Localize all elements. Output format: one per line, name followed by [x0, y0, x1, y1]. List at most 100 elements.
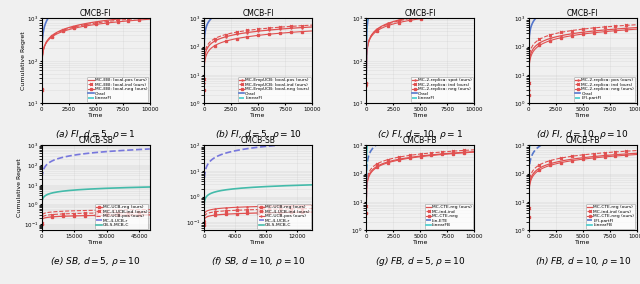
- MC-EmpUCB: local-pos (ours): (34.4, 29.3): local-pos (ours): (34.4, 29.3): [200, 60, 208, 63]
- MC-UCB-pos (ours): [102, 208, 109, 212]
- MC-4-UCB-ind (ours): [308, 207, 316, 210]
- MC-4-UCB-r: [38, 203, 45, 206]
- MC-EBI: local-neg (ours): (34.4, 93.9): local-neg (ours): (34.4, 93.9): [38, 60, 46, 64]
- X-axis label: Time: Time: [413, 240, 428, 245]
- Title: CMCB-FI: CMCB-FI: [404, 9, 436, 18]
- MC-4-UCB-ind (ours): [102, 211, 109, 215]
- Legend: MC-EBI: local-pos (ours), MC-EBI: local-ind (ours), MC-EBI: local-neg (ours), Or: MC-EBI: local-pos (ours), MC-EBI: local-…: [87, 77, 148, 102]
- MC-EmpUCB: local-pos (ours): (8.43e+03, 459): local-pos (ours): (8.43e+03, 459): [291, 26, 299, 30]
- LFI-partFI: [525, 171, 532, 174]
- LinearFB: [589, 107, 596, 110]
- Line: MC-2-replica: ind (ours): MC-2-replica: ind (ours): [527, 23, 638, 85]
- X-axis label: Time: Time: [88, 113, 104, 118]
- Line: LinearFI: LinearFI: [42, 0, 150, 65]
- MC-4-UCB-r: [298, 142, 306, 145]
- MC-UCB-reg (ours): [102, 214, 109, 217]
- Lin-ETE: [427, 129, 435, 133]
- MC-CTE-neg: [470, 151, 478, 154]
- MC-2-replica: ind (ours): (5.92e+03, 1.17e+03): ind (ours): (5.92e+03, 1.17e+03): [426, 14, 434, 17]
- MC-4-UCB-r: [200, 203, 208, 206]
- MC-2-replica: neg (ours): (6.12e+03, 1.07e+03): neg (ours): (6.12e+03, 1.07e+03): [429, 16, 436, 19]
- MC-EBI: local-ind (ours): (34.4, 91.6): local-ind (ours): (34.4, 91.6): [38, 61, 46, 64]
- LinearFI: [38, 63, 45, 66]
- CB-S-MCB-C: [308, 183, 316, 187]
- MC-CTE-neg: [363, 188, 371, 191]
- Line: MC-CTE-neg (ours): MC-CTE-neg (ours): [527, 153, 638, 218]
- Lin-ETE: [429, 129, 436, 132]
- Text: (a) FI, $d = 5$, $\rho = 1$: (a) FI, $d = 5$, $\rho = 1$: [55, 128, 136, 141]
- Title: CMCB-SB: CMCB-SB: [241, 136, 275, 145]
- MC-EmpUCB: local-neg (ours): (34.4, 18.9): local-neg (ours): (34.4, 18.9): [200, 65, 208, 69]
- OracI: [38, 45, 46, 49]
- MC-4-UCB-ind (ours): [298, 207, 306, 210]
- Line: OracI: OracI: [42, 0, 150, 83]
- Line: MC-EmpUCB: local-pos (ours): MC-EmpUCB: local-pos (ours): [202, 26, 314, 85]
- MC-EmpUCB: local-neg (ours): (1, 3): local-neg (ours): (1, 3): [200, 88, 208, 91]
- MC-EBI: local-pos (ours): (5.95e+03, 899): local-pos (ours): (5.95e+03, 899): [102, 19, 110, 22]
- MC-EmpUCB: local-ind (ours): (9.06e+03, 555): local-ind (ours): (9.06e+03, 555): [298, 24, 306, 27]
- Line: OracI: OracI: [529, 0, 637, 70]
- LFI-partFI: [525, 198, 532, 201]
- MC-EBI: local-ind (ours): (5.92e+03, 838): local-ind (ours): (5.92e+03, 838): [102, 20, 109, 23]
- MC-EmpUCB: local-ind (ours): (1, 7): local-ind (ours): (1, 7): [200, 78, 208, 81]
- MC-UCB-reg (ours): [308, 210, 316, 214]
- MC-2-replica: pos (ours): (9.06e+03, 450): pos (ours): (9.06e+03, 450): [623, 26, 630, 30]
- MC-ind-ind: [470, 148, 478, 151]
- MC-CTE-neg (ours): [591, 156, 598, 160]
- MC-2-replica: neg (ours): (1e+04, 1.31e+03): neg (ours): (1e+04, 1.31e+03): [470, 12, 478, 15]
- MC-UCB-pos (ours): [104, 208, 111, 212]
- LinearFB: [426, 106, 434, 110]
- Title: CMCB-FI: CMCB-FI: [567, 9, 598, 18]
- MC-UCB-reg (ours): [129, 213, 137, 217]
- MC-UCB-reg (ours): [146, 213, 154, 217]
- Y-axis label: Cumulative Regret: Cumulative Regret: [20, 32, 26, 90]
- MC-UCB-pos (ours): [264, 204, 272, 208]
- Line: MC-UCB-reg (ours): MC-UCB-reg (ours): [40, 214, 151, 225]
- MC-2-replica: pos (ours): (8.43e+03, 433): pos (ours): (8.43e+03, 433): [616, 27, 623, 30]
- Line: MC-UCB-pos (ours): MC-UCB-pos (ours): [42, 210, 150, 221]
- LinearFB: [589, 107, 597, 110]
- MC-UCB-pos (ours): [38, 219, 45, 222]
- MC-2-replica: ind (ours): (5.95e+03, 1.18e+03): ind (ours): (5.95e+03, 1.18e+03): [427, 14, 435, 17]
- Lin-ETE: [426, 129, 434, 133]
- MC-ind-ind (ours): [591, 152, 598, 155]
- MC-CTE-reg (ours): [429, 153, 436, 156]
- MC-2-replica: spot (ours): (8.43e+03, 1.46e+03): spot (ours): (8.43e+03, 1.46e+03): [454, 10, 461, 13]
- MC-CTE-reg (ours): [362, 209, 370, 212]
- X-axis label: Time: Time: [88, 240, 104, 245]
- MC-4-UCB-r: [200, 178, 208, 181]
- MC-4-UCB-r: [136, 148, 143, 151]
- MC-2-replica: spot (ours): (1, 25): spot (ours): (1, 25): [362, 85, 370, 88]
- MC-EBI: local-ind (ours): (8.43e+03, 975): local-ind (ours): (8.43e+03, 975): [129, 17, 137, 21]
- MC-CTE-reg (ours): [427, 153, 435, 157]
- MC-2-replica: ind (ours): (8.43e+03, 550): ind (ours): (8.43e+03, 550): [616, 24, 623, 28]
- MC-UCB-reg (ours): [264, 211, 272, 214]
- MC-CTE-reg (ours): [591, 155, 598, 158]
- MC-2-replica: neg (ours): (5.92e+03, 1.06e+03): neg (ours): (5.92e+03, 1.06e+03): [426, 16, 434, 19]
- MC-UCB-pos (ours): [129, 208, 137, 211]
- X-axis label: Time: Time: [575, 113, 590, 118]
- Line: LinearFB: LinearFB: [529, 104, 637, 187]
- MC-2-replica: ind (ours): (34.4, 128): ind (ours): (34.4, 128): [363, 55, 371, 58]
- Line: MC-4-UCB-ind (ours): MC-4-UCB-ind (ours): [202, 207, 314, 224]
- LinearFB: [525, 185, 532, 188]
- MC-EmpUCB: local-ind (ours): (34.4, 38.3): local-ind (ours): (34.4, 38.3): [200, 57, 208, 60]
- Line: MC-4-UCB-r: MC-4-UCB-r: [42, 149, 150, 204]
- Legend: MC-UCB-reg (ours), MC-4-UCB-ind (ours), MC-UCB-pos (ours), MC-4-UCB-r, CB-S-MCB-: MC-UCB-reg (ours), MC-4-UCB-ind (ours), …: [95, 204, 148, 229]
- LinearFB: [363, 152, 371, 155]
- MC-UCB-pos (ours): [136, 208, 143, 211]
- LFI-partFI: [616, 128, 623, 131]
- MC-CTE-neg (ours): [525, 215, 532, 218]
- MC-CTE-neg: [362, 211, 370, 215]
- Line: MC-UCB-reg (ours): MC-UCB-reg (ours): [202, 211, 314, 226]
- MC-CTE-reg (ours): [470, 150, 478, 153]
- MC-EBI: local-pos (ours): (9.06e+03, 1.09e+03): local-pos (ours): (9.06e+03, 1.09e+03): [136, 15, 143, 19]
- MC-4-UCB-r: [266, 144, 274, 148]
- X-axis label: Time: Time: [413, 113, 428, 118]
- LFI-partFI: [525, 17, 532, 21]
- Line: MC-CTE-reg (ours): MC-CTE-reg (ours): [366, 152, 474, 210]
- OracI: [291, 0, 299, 2]
- MC-CTE-reg (ours): [454, 151, 461, 154]
- Line: LFI-partFI: LFI-partFI: [529, 128, 637, 200]
- MC-EBI: local-pos (ours): (5.92e+03, 897): local-pos (ours): (5.92e+03, 897): [102, 19, 109, 22]
